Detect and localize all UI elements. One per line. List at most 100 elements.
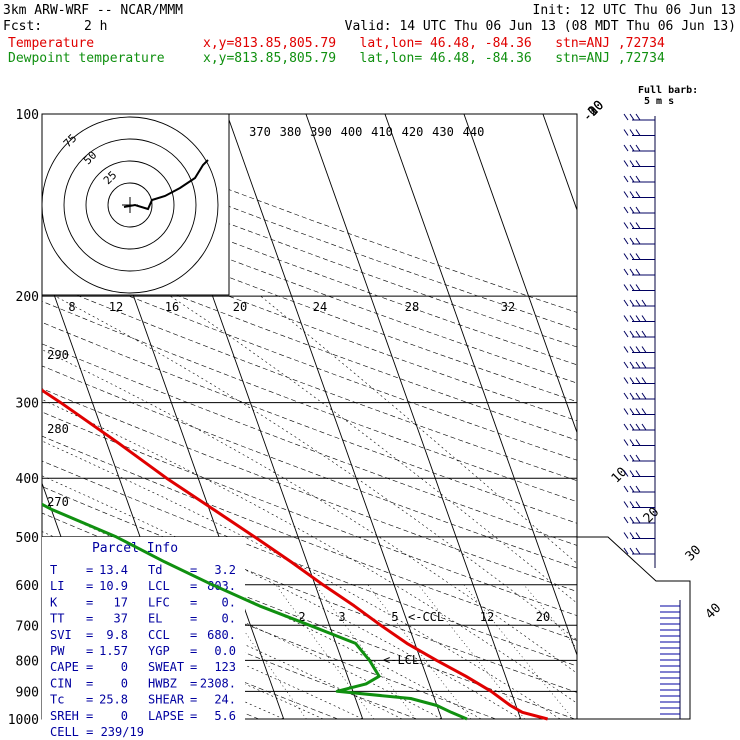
temperature-legend: Temperature <box>8 36 95 51</box>
isotherm-line <box>384 114 577 657</box>
parcel-eq: = <box>190 660 197 674</box>
barb-flag <box>629 237 635 245</box>
parcel-eq: = <box>86 709 93 723</box>
barb-flag <box>641 408 647 415</box>
barb-flag <box>623 160 629 167</box>
temperature-profile <box>42 388 548 721</box>
barb-panel-outline <box>577 536 691 720</box>
parcel-key: SVI <box>50 628 72 642</box>
barb-flag <box>629 144 635 152</box>
isotherm-line <box>622 114 740 719</box>
barb-flag <box>623 454 629 462</box>
parcel-key: CAPE <box>50 660 79 674</box>
forecast-label: Fcst: <box>3 19 43 34</box>
barb-flag <box>635 330 641 338</box>
barb-flag <box>641 392 647 400</box>
barb-flag <box>623 423 629 431</box>
barb-flag <box>635 144 641 152</box>
barb-flag <box>629 439 635 446</box>
theta-e-label: 430 <box>432 125 454 139</box>
barb-flag <box>635 485 641 493</box>
parcel-eq: = <box>190 612 197 626</box>
parcel-value: 3.2 <box>214 563 236 577</box>
mixing-ratio-upper-label: 16 <box>165 300 179 314</box>
pressure-tick-label: 100 <box>16 108 39 123</box>
barb-flag <box>635 532 641 539</box>
barb-flag <box>629 299 635 307</box>
sounding-profiles <box>42 388 548 721</box>
dry-adiabat <box>42 365 577 569</box>
pressure-tick-label: 1000 <box>8 713 39 728</box>
barb-flag <box>635 284 641 291</box>
parcel-key: SREH <box>50 709 79 723</box>
parcel-value: 0. <box>222 595 236 609</box>
barb-flag <box>629 315 635 322</box>
parcel-value: 9.8 <box>106 628 128 642</box>
barb-flag <box>635 361 641 369</box>
parcel-eq: = <box>190 693 197 707</box>
parcel-eq: = <box>86 563 93 577</box>
parcel-panel-title: Parcel Info <box>92 541 178 556</box>
barb-flag <box>641 315 647 322</box>
parcel-value: 24. <box>214 693 236 707</box>
parcel-value: 0. <box>222 612 236 626</box>
parcel-eq: = <box>86 693 93 707</box>
theta-e-label: 440 <box>463 125 485 139</box>
mixing-ratio-line <box>523 584 577 649</box>
isotherm-line <box>463 114 577 434</box>
barb-flag <box>635 516 641 524</box>
barb-flag <box>623 222 629 229</box>
pressure-tick-label: 300 <box>16 397 39 412</box>
dewpoint-legend: Dewpoint temperature <box>8 51 165 66</box>
mixing-ratio-lower-label: 3 <box>338 610 345 624</box>
ccl-marker: <-CCL <box>408 610 444 624</box>
moist-adiabat <box>260 295 577 564</box>
barb-scale-units: 5 m s <box>644 96 674 107</box>
barb-flag <box>635 299 641 307</box>
barb-flag <box>629 253 635 260</box>
parcel-eq: = <box>86 579 93 593</box>
barb-flag <box>629 485 635 493</box>
theta-label: 270 <box>47 495 69 509</box>
pressure-tick-label: 200 <box>16 290 39 305</box>
parcel-eq: = <box>86 595 93 609</box>
parcel-key: EL <box>148 612 162 626</box>
barb-flag <box>623 299 629 307</box>
mixing-ratio-line <box>275 584 375 720</box>
pressure-tick-label: 500 <box>16 531 39 546</box>
barb-flag <box>635 268 641 276</box>
barb-flag <box>623 191 629 198</box>
dry-adiabat <box>42 241 577 441</box>
parcel-key: LI <box>50 579 64 593</box>
dry-adiabat <box>42 322 577 524</box>
lcl-marker: <-LCL <box>383 653 419 667</box>
parcel-key: LAPSE <box>148 709 184 723</box>
barb-flag <box>629 470 635 477</box>
barb-flag <box>623 532 629 539</box>
barb-flag <box>629 361 635 369</box>
pressure-tick-label: 900 <box>16 685 39 700</box>
parcel-key: LFC <box>148 595 170 609</box>
parcel-key: HWBZ <box>148 676 177 690</box>
theta-label: 280 <box>47 422 69 436</box>
moist-adiabat <box>42 399 577 704</box>
parcel-eq: = <box>190 595 197 609</box>
theta-e-label: 420 <box>402 125 424 139</box>
isotherm-line <box>542 114 577 212</box>
barb-flag <box>635 547 641 555</box>
barb-flag <box>623 237 629 245</box>
barb-flag <box>623 175 629 183</box>
barb-flag <box>635 454 641 462</box>
hodograph-ring <box>41 116 219 294</box>
parcel-value: 0.0 <box>214 644 236 658</box>
pressure-tick-label: 400 <box>16 472 39 487</box>
mixing-ratio-upper-label: 32 <box>501 300 515 314</box>
barb-flag <box>629 268 635 276</box>
parcel-key: CCL <box>148 628 170 642</box>
barb-flag <box>629 222 635 229</box>
parcel-value: 0 <box>121 660 128 674</box>
dewpoint-profile <box>42 502 468 721</box>
parcel-value: 5.6 <box>214 709 236 723</box>
dry-adiabat <box>42 301 577 503</box>
